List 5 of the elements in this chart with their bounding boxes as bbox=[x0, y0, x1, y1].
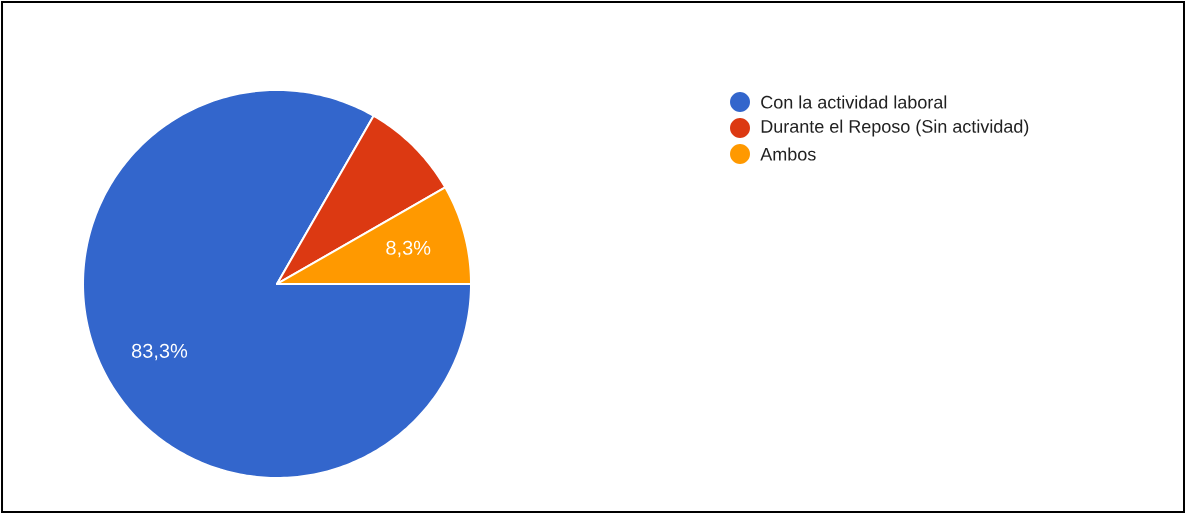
legend-label: Ambos bbox=[760, 147, 816, 161]
data-label: 83,3% bbox=[132, 343, 188, 361]
legend-label: Durante el Reposo (Sin actividad) bbox=[761, 119, 1029, 137]
data-label: 8,3% bbox=[386, 240, 431, 258]
legend-label: Con la actividad laboral bbox=[761, 95, 947, 109]
